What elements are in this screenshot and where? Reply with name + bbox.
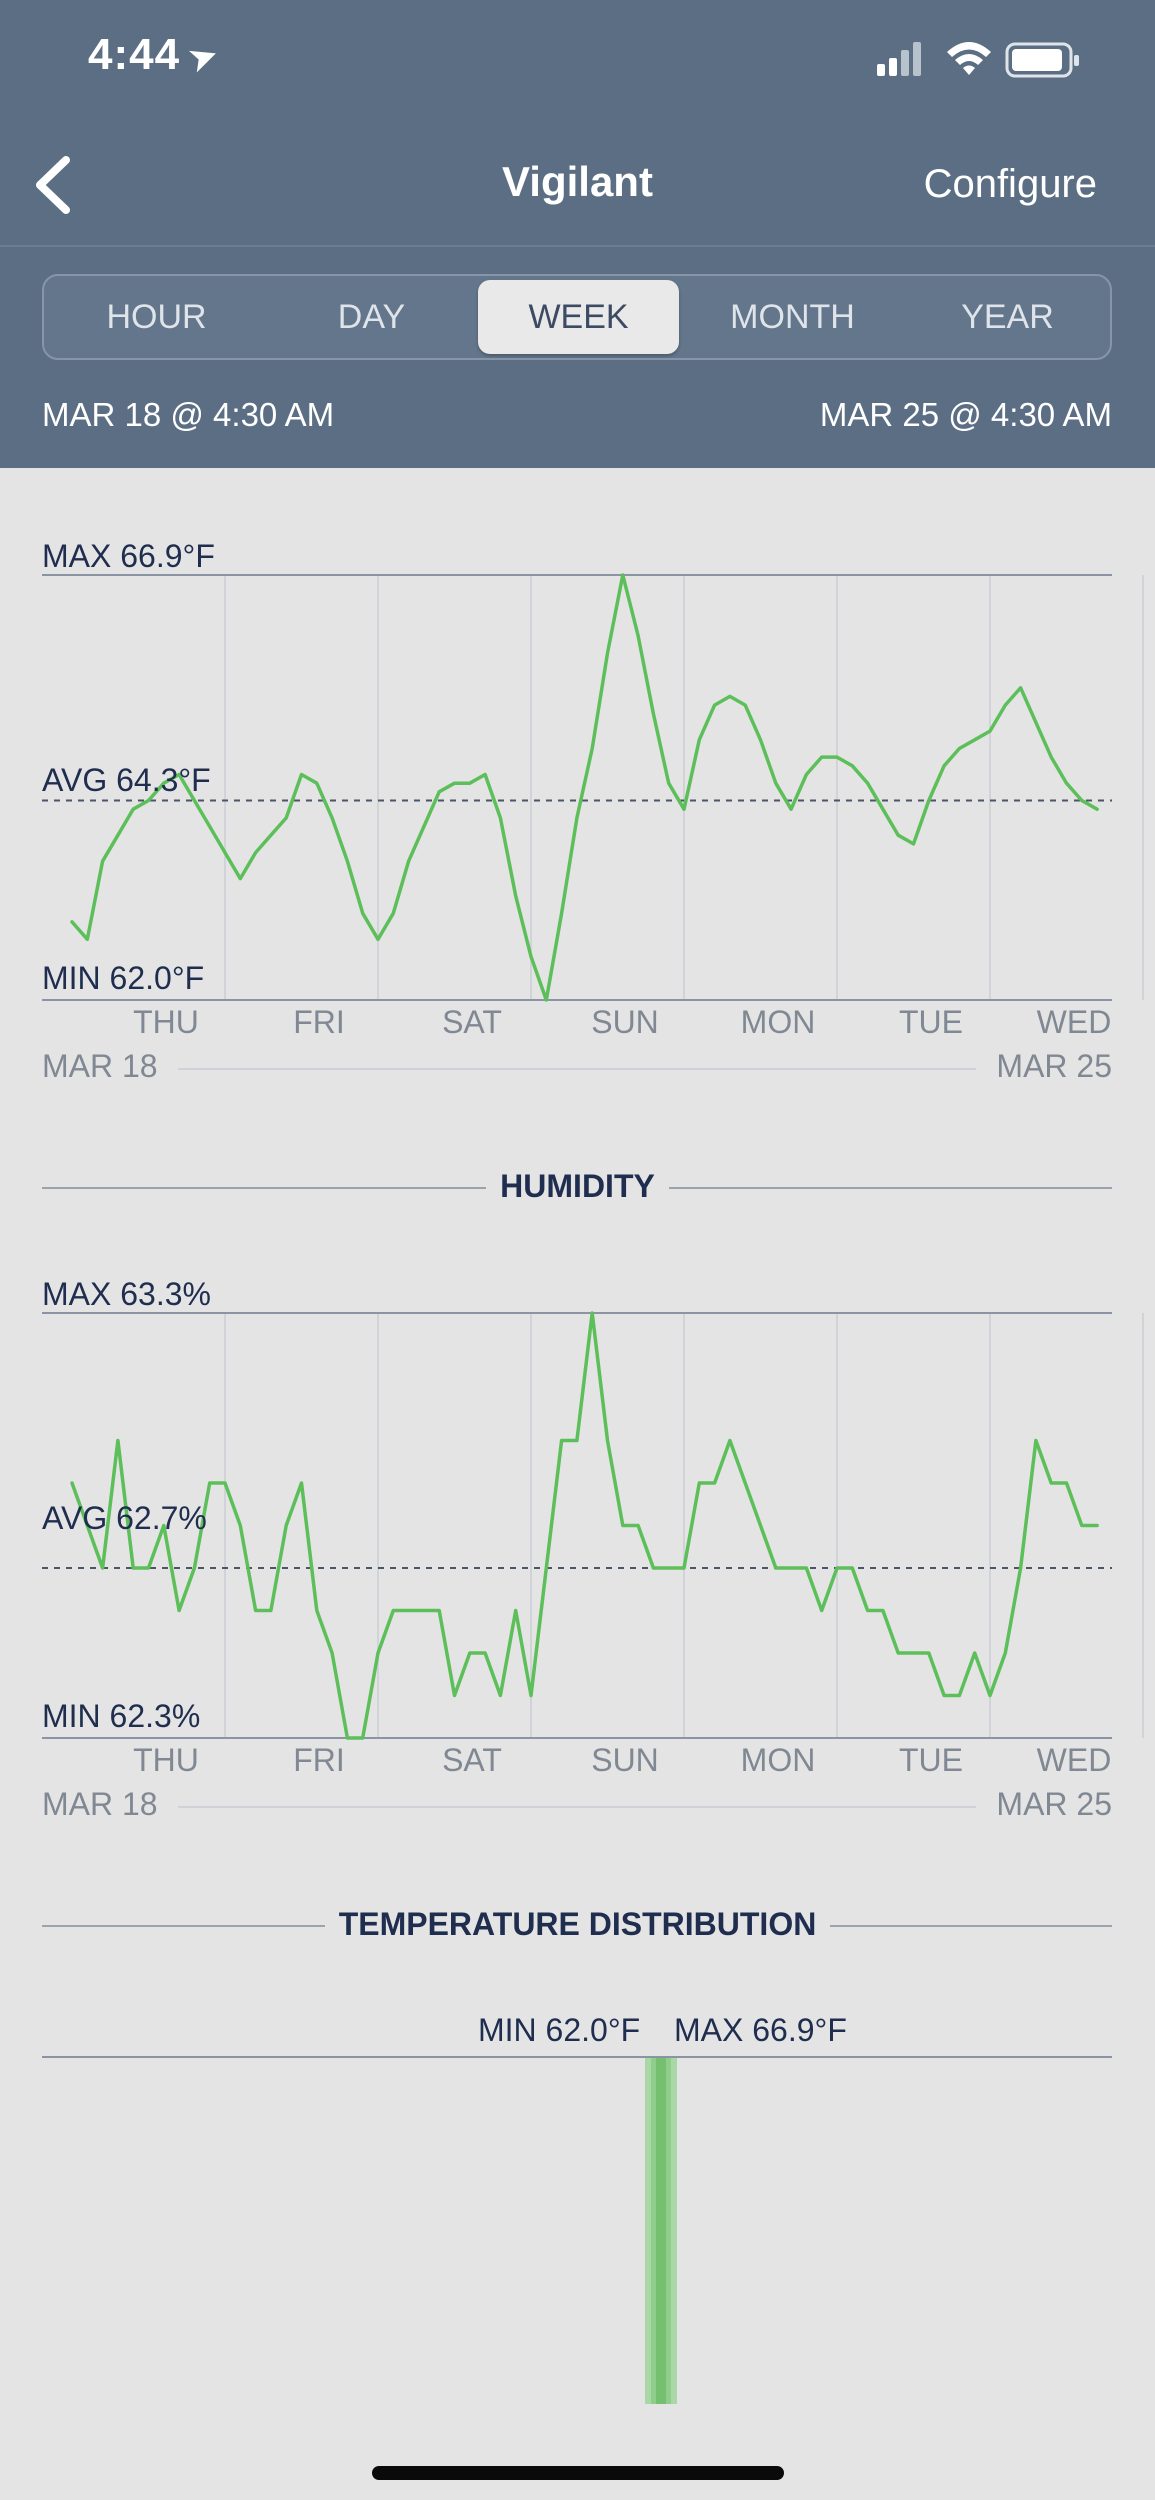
humidity-start-date: MAR 18 bbox=[42, 1786, 158, 1822]
temperature-day-sun: SUN bbox=[591, 1004, 659, 1040]
temperature-day-tue: TUE bbox=[899, 1004, 963, 1040]
home-indicator bbox=[372, 2466, 784, 2480]
location-arrow-icon: ➤ bbox=[181, 31, 226, 82]
distribution-bar bbox=[645, 2058, 677, 2404]
humidity-section-title: HUMIDITY bbox=[0, 1168, 1155, 1205]
humidity-chart: MAX 63.3% AVG 62.7% MIN 62.3% THU FRI SA… bbox=[0, 1258, 1155, 1838]
distribution-section-title-text: TEMPERATURE DISTRIBUTION bbox=[324, 1906, 831, 1942]
distribution-top-rule bbox=[42, 2056, 1112, 2058]
signal-icon bbox=[877, 42, 921, 76]
humidity-day-fri: FRI bbox=[293, 1742, 345, 1778]
battery-icon bbox=[1005, 42, 1079, 78]
status-icons bbox=[877, 42, 1079, 78]
status-time: 4:44➤ bbox=[88, 30, 225, 81]
segment-month[interactable]: MONTH bbox=[730, 298, 855, 336]
segment-year[interactable]: YEAR bbox=[961, 298, 1054, 336]
distribution-bar-core bbox=[656, 2058, 666, 2404]
humidity-day-sat: SAT bbox=[442, 1742, 502, 1778]
segment-week[interactable]: WEEK bbox=[478, 280, 679, 354]
temperature-chart: MAX 66.9°F AVG 64.3°F MIN 62.0°F THU FRI… bbox=[0, 520, 1155, 1100]
temperature-chart-svg bbox=[42, 573, 1144, 1002]
humidity-day-thu: THU bbox=[133, 1742, 199, 1778]
temperature-day-thu: THU bbox=[133, 1004, 199, 1040]
temperature-day-mon: MON bbox=[740, 1004, 816, 1040]
temperature-date-rule bbox=[178, 1068, 976, 1070]
distribution-max-label: MAX 66.9°F bbox=[674, 2012, 847, 2048]
header-bar: 4:44➤ Vigilant Configure HOUR DAY WEEK M… bbox=[0, 0, 1155, 468]
humidity-avg-label: AVG 62.7% bbox=[42, 1500, 207, 1536]
temperature-max-label: MAX 66.9°F bbox=[42, 538, 215, 574]
humidity-chart-svg bbox=[42, 1311, 1144, 1740]
status-time-text: 4:44 bbox=[88, 30, 181, 79]
humidity-day-sun: SUN bbox=[591, 1742, 659, 1778]
range-end-label: MAR 25 @ 4:30 AM bbox=[819, 396, 1112, 433]
temperature-day-wed: WED bbox=[1036, 1004, 1112, 1040]
temperature-end-date: MAR 25 bbox=[996, 1048, 1112, 1084]
humidity-date-rule bbox=[178, 1806, 976, 1808]
distribution-section-title: TEMPERATURE DISTRIBUTION bbox=[0, 1906, 1155, 1943]
segment-day[interactable]: DAY bbox=[337, 298, 406, 336]
humidity-end-date: MAR 25 bbox=[996, 1786, 1112, 1822]
back-chevron-icon[interactable] bbox=[30, 150, 80, 220]
time-range-segmented-control: HOUR DAY WEEK MONTH YEAR bbox=[42, 274, 1112, 360]
humidity-day-tue: TUE bbox=[899, 1742, 963, 1778]
page-title: Vigilant bbox=[502, 158, 653, 205]
temperature-min-label: MIN 62.0°F bbox=[42, 960, 205, 996]
humidity-section-title-text: HUMIDITY bbox=[486, 1168, 669, 1204]
range-start-label: MAR 18 @ 4:30 AM bbox=[42, 396, 335, 433]
humidity-day-mon: MON bbox=[740, 1742, 816, 1778]
segment-hour[interactable]: HOUR bbox=[106, 298, 207, 336]
wifi-icon bbox=[947, 42, 991, 75]
configure-button[interactable]: Configure bbox=[923, 162, 1097, 206]
distribution-min-label: MIN 62.0°F bbox=[478, 2012, 641, 2048]
temperature-day-fri: FRI bbox=[293, 1004, 345, 1040]
temperature-start-date: MAR 18 bbox=[42, 1048, 158, 1084]
humidity-min-label: MIN 62.3% bbox=[42, 1698, 201, 1734]
temperature-series-line bbox=[70, 573, 1099, 1002]
temperature-avg-label: AVG 64.3°F bbox=[42, 762, 211, 798]
humidity-day-wed: WED bbox=[1036, 1742, 1112, 1778]
temperature-day-sat: SAT bbox=[442, 1004, 502, 1040]
nav-divider bbox=[0, 245, 1155, 247]
humidity-max-label: MAX 63.3% bbox=[42, 1276, 211, 1312]
humidity-series-line bbox=[70, 1311, 1099, 1740]
